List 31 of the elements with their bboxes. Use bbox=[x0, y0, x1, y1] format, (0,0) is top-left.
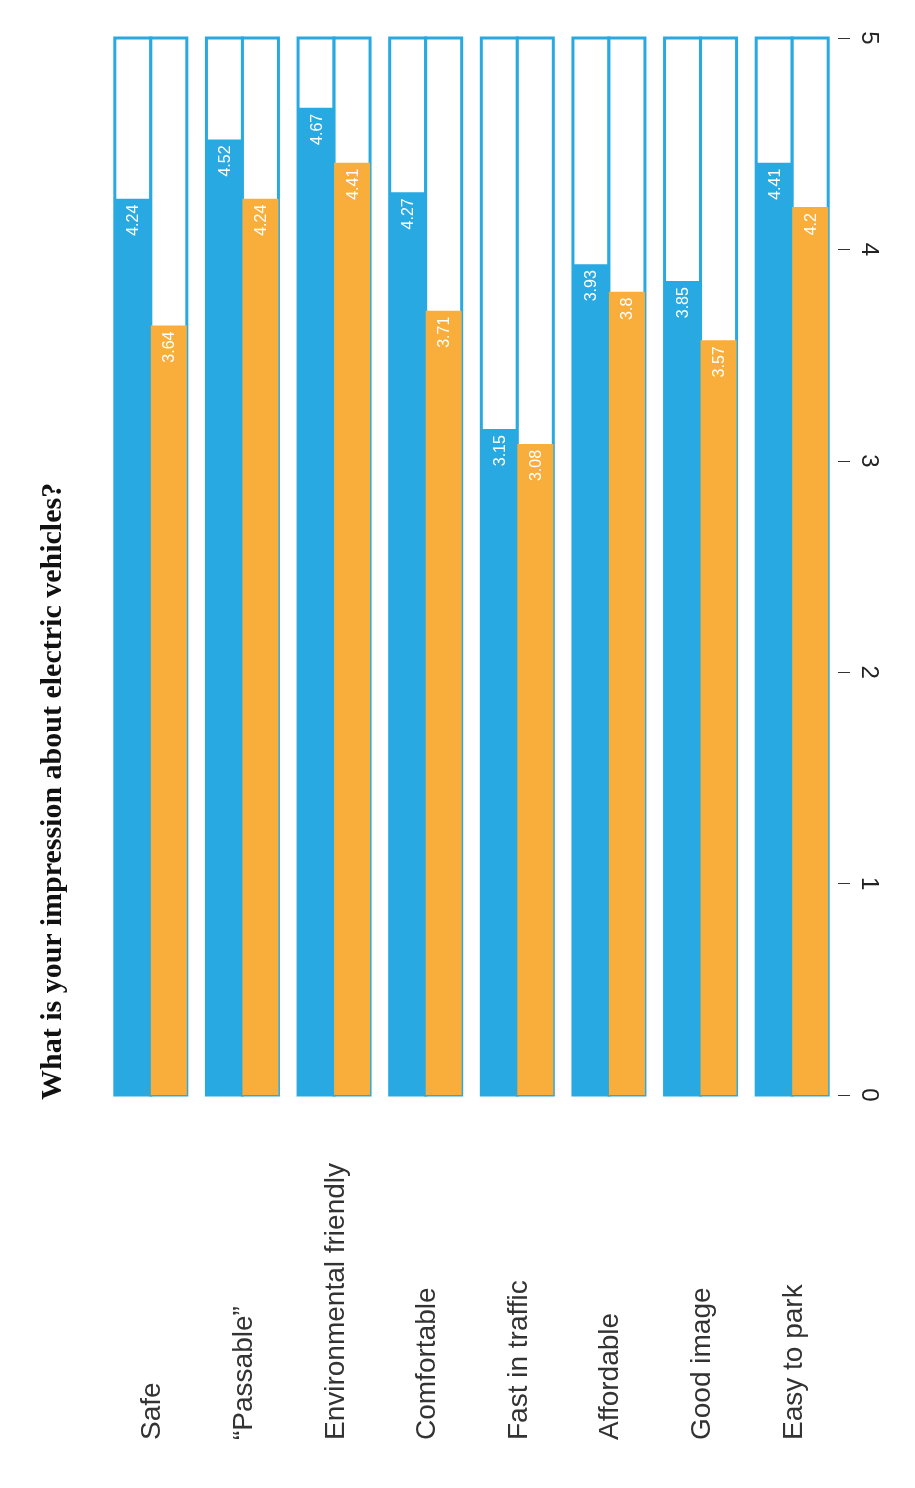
y-tick-label: 1 bbox=[856, 876, 884, 891]
x-tick-label: Good image bbox=[685, 1287, 717, 1440]
data-label: 4.24 bbox=[251, 204, 269, 236]
data-label: 4.67 bbox=[307, 113, 325, 145]
text: What is your impression about electric vehicles? bbox=[33, 482, 67, 1100]
y-tick-label: 5 bbox=[856, 31, 884, 45]
x-tick-label: Easy to park bbox=[776, 1283, 808, 1440]
data-label: 3.15 bbox=[490, 434, 508, 467]
x-tick-label: “Passable” bbox=[226, 1306, 258, 1440]
data-label: 3.93 bbox=[582, 270, 600, 302]
data-label: 4.41 bbox=[343, 168, 361, 200]
data-label: 4.52 bbox=[215, 145, 233, 177]
data-label: 4.41 bbox=[765, 168, 783, 200]
x-tick-label: Comfortable bbox=[410, 1287, 442, 1440]
data-label: 3.85 bbox=[674, 287, 692, 319]
x-tick-label: Affordable bbox=[593, 1312, 625, 1440]
x-tick-label: Environmental friendly bbox=[318, 1162, 350, 1440]
data-label: 4.2 bbox=[801, 213, 819, 236]
y-tick-label: 2 bbox=[856, 665, 884, 679]
data-label: 3.64 bbox=[160, 331, 178, 363]
y-tick-label: 3 bbox=[856, 454, 884, 468]
data-label: 3.8 bbox=[618, 297, 636, 320]
data-label: 3.57 bbox=[710, 346, 728, 378]
x-tick-label: Fast in traffic bbox=[501, 1280, 533, 1440]
data-label: 4.27 bbox=[399, 198, 417, 230]
y-tick-label: 0 bbox=[856, 1088, 884, 1102]
data-label: 3.71 bbox=[435, 316, 453, 348]
data-label: 3.08 bbox=[526, 449, 544, 482]
x-tick-label: Safe bbox=[135, 1382, 167, 1440]
y-tick-label: 4 bbox=[856, 242, 884, 257]
data-label: 4.24 bbox=[124, 204, 142, 236]
